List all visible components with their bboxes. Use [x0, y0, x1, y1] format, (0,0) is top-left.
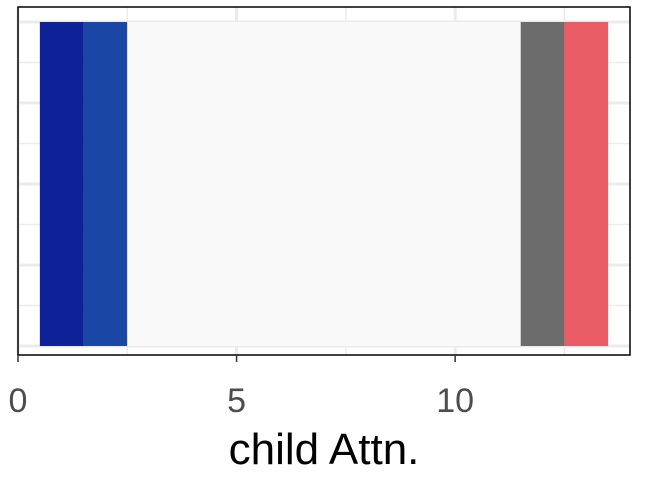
bar-4	[520, 22, 565, 346]
panel-border	[17, 6, 631, 356]
bar-3	[127, 22, 521, 346]
x-tick-label: 0	[9, 382, 28, 420]
x-axis-title: child Attn.	[229, 425, 420, 474]
bar-5	[564, 22, 609, 346]
bar-layer	[39, 22, 609, 346]
x-axis-ticks: 0 5 10	[9, 355, 474, 420]
x-tick-label: 5	[227, 382, 246, 420]
bar-1	[39, 22, 84, 346]
x-tick-label: 10	[436, 382, 474, 420]
bar-2	[83, 22, 128, 346]
